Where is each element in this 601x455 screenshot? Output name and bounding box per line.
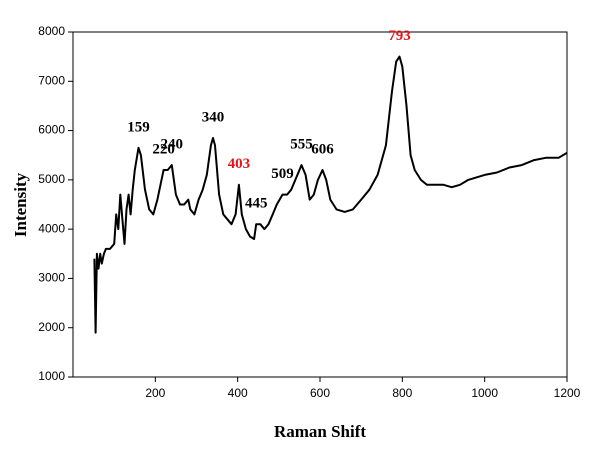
peak-label: 240	[161, 137, 184, 153]
peak-label: 159	[127, 119, 150, 135]
y-tick-label: 5000	[38, 172, 65, 186]
y-tick-label: 7000	[38, 73, 65, 87]
y-tick-label: 3000	[38, 271, 65, 285]
x-tick-label: 400	[228, 386, 248, 400]
peak-label: 793	[388, 28, 411, 44]
y-tick-label: 4000	[38, 221, 65, 235]
y-tick-label: 6000	[38, 123, 65, 137]
x-tick-label: 1000	[471, 386, 498, 400]
y-tick-label: 1000	[38, 369, 65, 383]
peak-label: 403	[228, 156, 251, 172]
peak-label: 606	[311, 141, 334, 157]
peak-label: 445	[245, 196, 268, 212]
peak-label: 509	[271, 166, 294, 182]
peak-label: 555	[290, 137, 313, 153]
peak-label: 340	[202, 109, 225, 125]
x-tick-label: 200	[145, 386, 165, 400]
x-axis-label: Raman Shift	[274, 422, 366, 441]
peak-label: 220	[152, 141, 175, 157]
y-axis-label: Intensity	[11, 172, 30, 237]
spectrum-line	[93, 55, 568, 334]
y-tick-label: 8000	[38, 24, 65, 38]
plot-frame	[72, 31, 568, 378]
y-tick-label: 2000	[38, 320, 65, 334]
x-tick-label: 1200	[554, 386, 581, 400]
x-tick-label: 600	[310, 386, 330, 400]
x-tick-label: 800	[392, 386, 412, 400]
